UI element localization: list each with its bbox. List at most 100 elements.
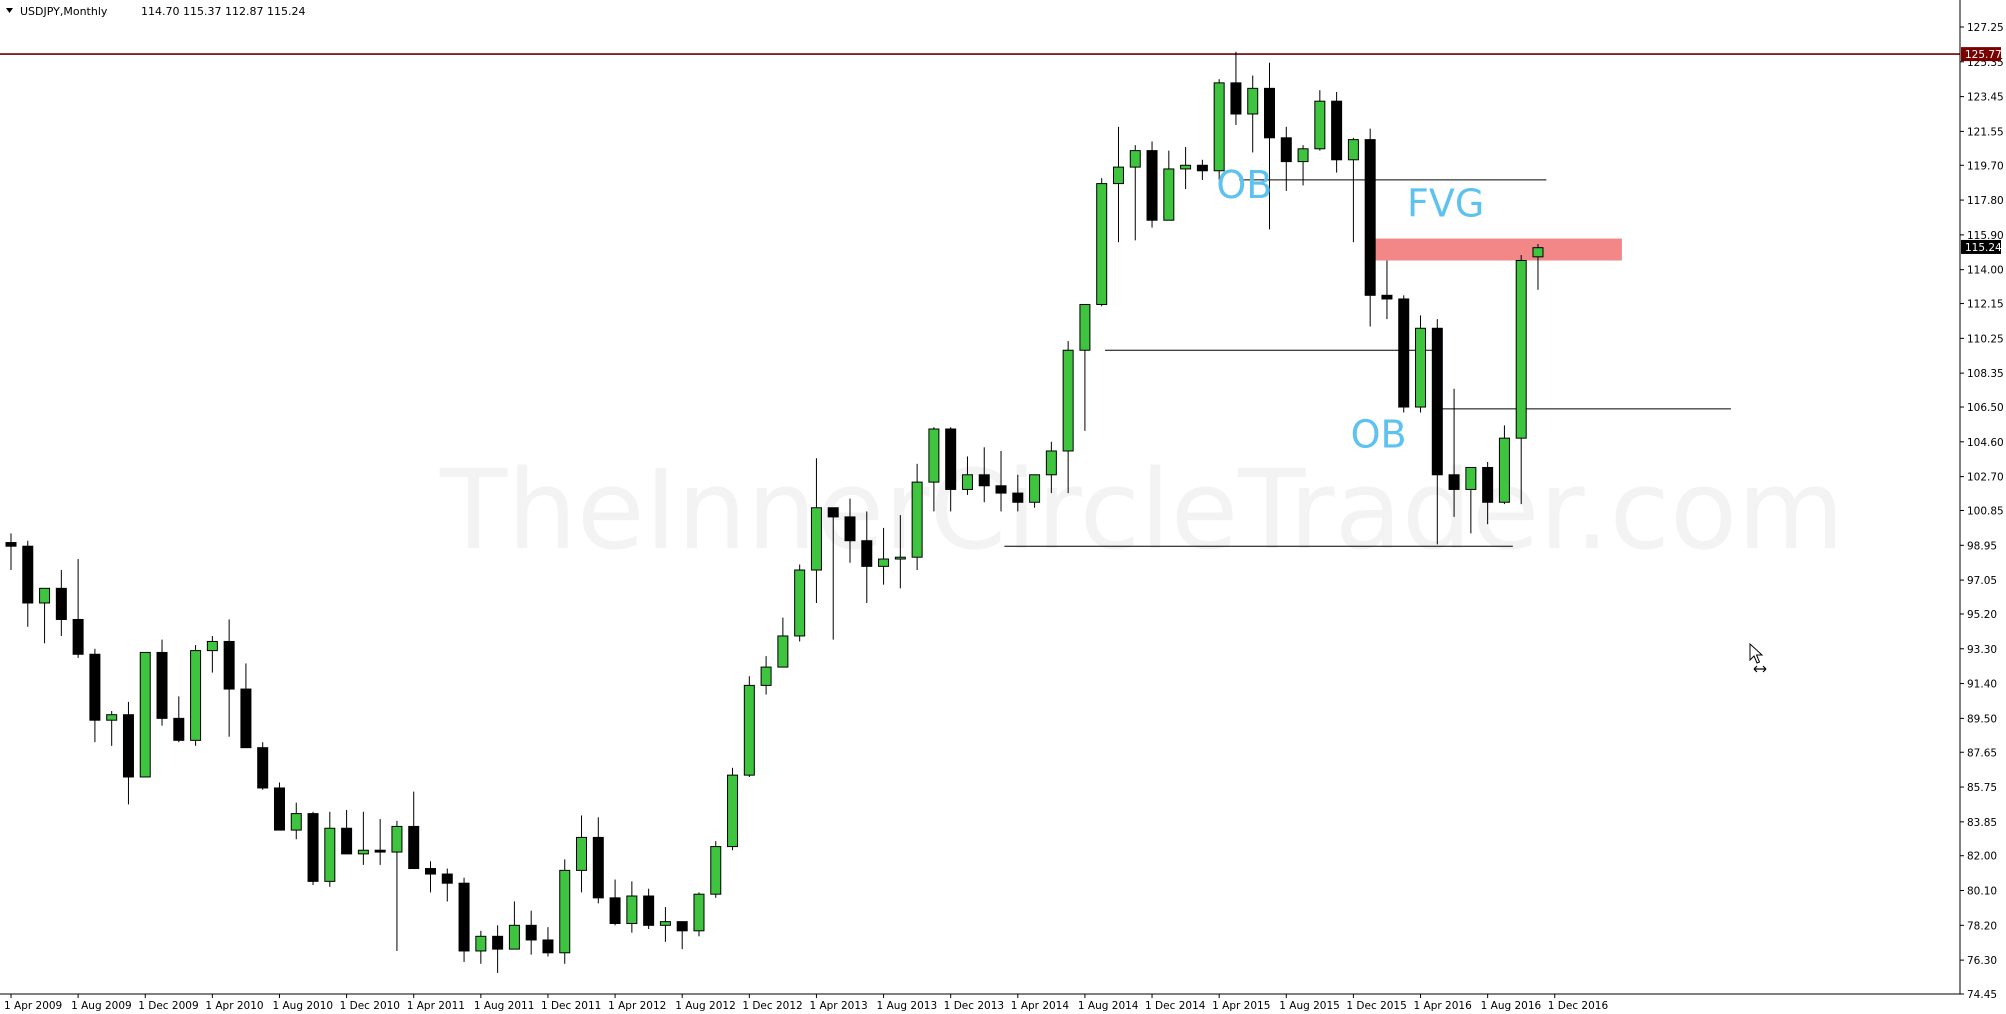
bullish-candle-body	[760, 666, 772, 686]
bullish-candle-body	[1515, 260, 1527, 439]
bearish-candle-body	[1431, 327, 1443, 476]
candle	[391, 820, 403, 951]
bearish-candle-body	[1381, 294, 1393, 300]
candle	[89, 648, 101, 743]
candle	[1398, 295, 1410, 413]
dropdown-arrow-icon[interactable]	[6, 8, 13, 13]
x-tick-label: 1 Aug 2010	[272, 1000, 333, 1012]
bullish-candle-body	[1062, 349, 1074, 452]
candle	[341, 809, 353, 855]
candle	[1264, 62, 1275, 230]
candle	[1448, 388, 1460, 517]
bearish-candle-body	[89, 653, 101, 721]
candle	[1532, 244, 1544, 290]
x-tick-label: 1 Apr 2013	[809, 1000, 867, 1012]
x-tick-label: 1 Apr 2012	[608, 1000, 666, 1012]
bearish-candle-body	[273, 787, 285, 831]
bullish-candle-body	[1096, 183, 1108, 305]
bearish-candle-body	[374, 849, 386, 853]
candle	[139, 651, 151, 778]
candle	[1247, 75, 1259, 153]
candle	[1465, 466, 1477, 534]
annotation-label: FVG	[1407, 182, 1484, 226]
candle	[240, 663, 252, 749]
bearish-candle-body	[1448, 474, 1460, 490]
bearish-candle-body	[173, 717, 185, 741]
bullish-candle-body	[206, 640, 218, 652]
bullish-candle-body	[1498, 437, 1510, 503]
candle	[1062, 341, 1074, 494]
x-tick-label: 1 Dec 2010	[340, 1000, 400, 1012]
candle	[374, 819, 386, 865]
x-tick-label: 1 Aug 2013	[877, 1000, 938, 1012]
current-price-label-text: 115.24	[1965, 242, 2002, 254]
bullish-candle-body	[576, 836, 588, 871]
bullish-candle-body	[894, 556, 906, 560]
y-tick-label: 98.95	[1967, 540, 1997, 552]
candle	[1415, 315, 1427, 413]
bearish-candle-body	[5, 542, 17, 547]
bearish-candle-body	[827, 507, 839, 518]
candle	[39, 587, 51, 644]
bullish-candle-body	[659, 921, 671, 926]
y-tick-label: 127.25	[1967, 22, 2004, 34]
candle	[810, 458, 822, 603]
candle	[978, 447, 990, 503]
candle	[559, 859, 571, 964]
y-tick-label: 80.10	[1967, 886, 1997, 898]
x-tick-label: 1 Dec 2011	[541, 1000, 601, 1012]
bearish-candle-body	[22, 545, 34, 604]
candle	[1196, 159, 1208, 180]
candle	[525, 910, 537, 955]
candle	[492, 925, 504, 973]
bearish-candle-body	[341, 827, 353, 855]
bullish-candle-body	[794, 569, 806, 637]
y-axis-ticks: 127.25125.35123.45121.55119.70117.80115.…	[1960, 22, 2004, 1001]
candle	[760, 656, 772, 695]
y-tick-label: 78.20	[1967, 920, 1997, 932]
bearish-candle-body	[257, 747, 269, 789]
bullish-candle-body	[324, 827, 336, 882]
candle	[408, 791, 420, 870]
candle	[1347, 137, 1359, 243]
bearish-candle-body	[643, 895, 655, 926]
bearish-candle-body	[1398, 298, 1410, 408]
bullish-candle-body	[190, 650, 202, 741]
x-tick-label: 1 Aug 2015	[1279, 1000, 1340, 1012]
bearish-candle-body	[425, 868, 436, 875]
y-tick-label: 83.85	[1967, 817, 1997, 829]
mouse-cursor-icon	[1749, 642, 1767, 673]
y-tick-label: 117.80	[1967, 195, 2004, 207]
candle	[1331, 92, 1343, 173]
candle	[911, 463, 923, 571]
symbol-label: USDJPY,Monthly	[20, 5, 108, 18]
candle	[22, 540, 34, 627]
price-labels: 125.77 115.24	[1961, 47, 2002, 254]
bullish-candle-body	[139, 651, 151, 778]
candle	[894, 515, 906, 589]
chart-header: USDJPY,Monthly 114.70 115.37 112.87 115.…	[6, 5, 305, 18]
y-tick-label: 114.00	[1967, 265, 2004, 277]
bearish-candle-body	[492, 935, 504, 950]
candle	[122, 701, 134, 805]
bearish-candle-body	[441, 873, 453, 884]
x-tick-label: 1 Aug 2014	[1078, 1000, 1139, 1012]
candle	[1498, 425, 1510, 505]
y-tick-label: 82.00	[1967, 851, 1997, 863]
y-tick-label: 115.90	[1967, 230, 2004, 242]
x-tick-label: 1 Apr 2016	[1414, 1000, 1473, 1012]
x-tick-label: 1 Dec 2014	[1145, 1000, 1206, 1012]
bearish-candle-body	[307, 813, 319, 882]
bullish-candle-body	[710, 846, 722, 895]
candle	[592, 817, 604, 904]
bullish-candle-body	[727, 774, 739, 848]
candle	[357, 811, 369, 865]
candle	[1381, 260, 1393, 320]
bullish-candle-body	[878, 558, 890, 567]
candle	[190, 645, 202, 746]
bearish-candle-body	[1482, 466, 1494, 503]
candle	[1515, 255, 1527, 505]
bullish-candle-body	[1213, 82, 1225, 172]
